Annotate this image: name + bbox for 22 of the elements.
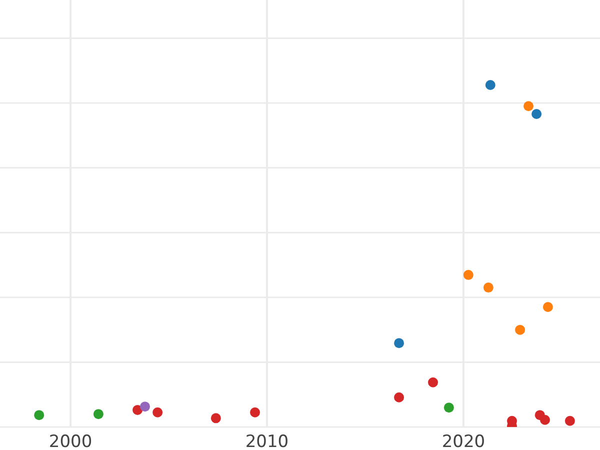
point: [532, 108, 542, 119]
point: [394, 392, 404, 402]
point: [250, 407, 260, 418]
point: [463, 270, 474, 280]
point: [485, 80, 496, 90]
point: [152, 407, 163, 418]
x-tick-label: 2010: [245, 432, 289, 450]
point: [428, 377, 438, 388]
point: [483, 282, 494, 293]
point: [523, 101, 534, 112]
x-tick-label: 2000: [48, 432, 92, 450]
point: [210, 413, 221, 424]
point: [140, 402, 150, 412]
point: [394, 338, 404, 348]
x-tick-label: 2020: [442, 432, 486, 450]
point: [564, 416, 575, 426]
point: [34, 410, 44, 420]
point: [515, 324, 526, 335]
point: [542, 302, 553, 312]
point: [540, 414, 550, 425]
point: [444, 402, 454, 413]
point: [93, 409, 104, 420]
